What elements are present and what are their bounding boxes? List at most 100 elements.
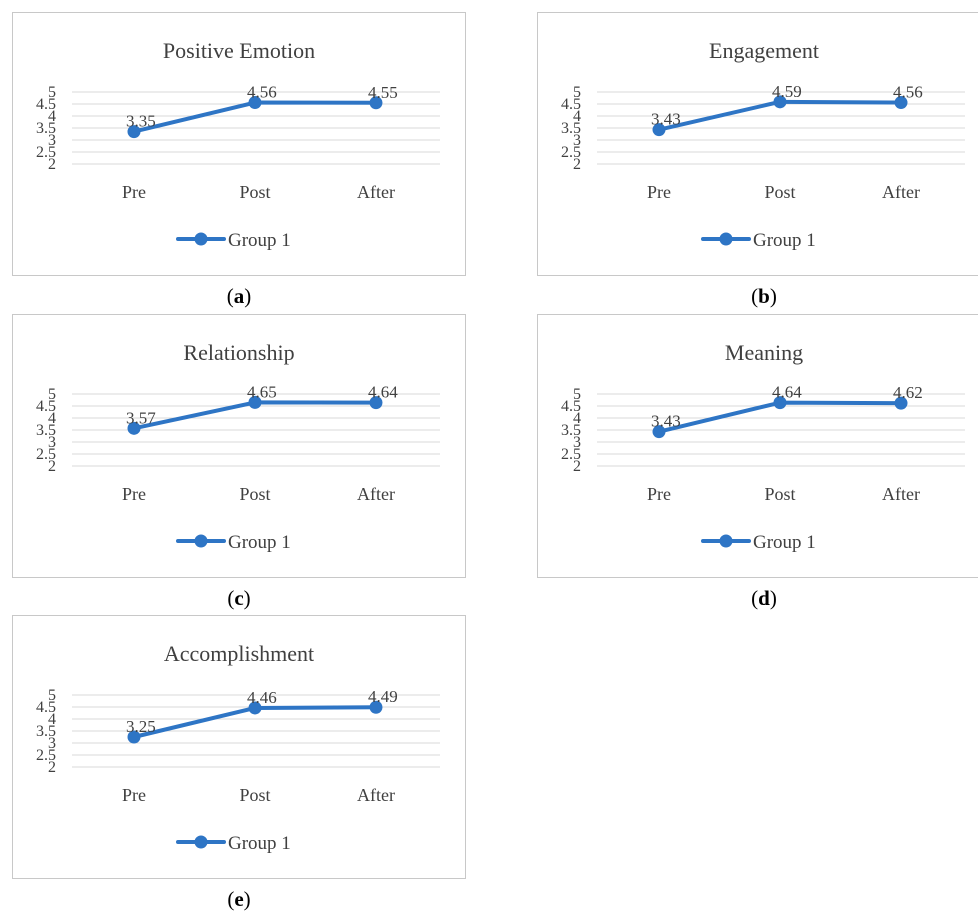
- y-tick-label: 5: [48, 687, 56, 704]
- y-tick-label: 3: [48, 132, 56, 149]
- data-label: 4.62: [893, 383, 923, 402]
- y-tick-label: 2.5: [36, 446, 56, 463]
- legend-swatch-marker: [194, 534, 208, 548]
- caption-letter-e: e: [234, 887, 244, 911]
- chart-svg: Meaning 22.533.544.55 Pre Post After 3.43 4.64…: [537, 314, 978, 578]
- y-tick-label: 3.5: [36, 120, 56, 137]
- data-point: [248, 701, 262, 715]
- y-tick-label: 3: [48, 434, 56, 451]
- x-tick-label: After: [357, 484, 395, 504]
- y-tick-label: 2.5: [561, 144, 581, 161]
- legend-label: Group 1: [753, 532, 816, 553]
- chart-title: Engagement: [709, 38, 819, 63]
- y-tick-label: 5: [48, 84, 56, 101]
- data-point: [127, 730, 141, 744]
- data-label: 3.43: [651, 110, 681, 129]
- data-point: [652, 123, 666, 137]
- y-tick-label: 4: [48, 711, 56, 728]
- caption-letter-b: b: [758, 284, 770, 308]
- data-label: 4.59: [772, 82, 802, 101]
- legend-swatch-marker: [194, 835, 208, 849]
- y-tick-label: 2: [48, 156, 56, 173]
- y-tick-label: 3: [48, 735, 56, 752]
- data-point: [369, 700, 383, 714]
- data-point: [652, 425, 666, 439]
- y-tick-label: 4: [573, 410, 581, 427]
- x-tick-label: Post: [239, 785, 270, 805]
- data-point: [894, 96, 908, 110]
- data-label: 3.35: [126, 112, 156, 131]
- x-tick-label: After: [882, 182, 920, 202]
- y-tick-label: 5: [573, 386, 581, 403]
- y-tick-label: 5: [48, 386, 56, 403]
- x-tick-label: Post: [764, 484, 795, 504]
- data-label: 3.57: [126, 408, 156, 427]
- caption-c: (c): [227, 586, 251, 610]
- data-point: [248, 96, 262, 110]
- caption-e: (e): [227, 887, 251, 911]
- chart-frame: [537, 314, 978, 578]
- data-label: 4.46: [247, 688, 277, 707]
- data-label: 4.49: [368, 687, 398, 706]
- y-tick-label: 3: [573, 132, 581, 149]
- caption-b: (b): [751, 284, 777, 308]
- y-tick-label: 2.5: [36, 144, 56, 161]
- chart-panel-a: Positive Emotion 2 2.5 3 3.5 4 4.5 5 Pre Post Afte…: [12, 12, 466, 276]
- legend-swatch-marker: [719, 232, 733, 246]
- chart-frame: [537, 12, 978, 276]
- x-tick-label: Pre: [122, 484, 146, 504]
- y-tick-label: 4: [573, 108, 581, 125]
- data-label: 3.25: [126, 717, 156, 736]
- y-tick-label: 3.5: [36, 723, 56, 740]
- y-tick-label: 2: [48, 759, 56, 776]
- x-tick-label: Pre: [122, 182, 146, 202]
- legend-swatch-marker: [719, 534, 733, 548]
- y-tick-label: 2.5: [36, 747, 56, 764]
- y-tick-label: 2: [573, 156, 581, 173]
- chart-panel-b: Engagement 2 2.5 3 3.5 4 4.5 5 Pre Post After 3.43 4…: [537, 12, 978, 276]
- chart-svg: Relationship 22.533.544.55 Pre Post After 3.5…: [12, 314, 466, 578]
- y-tick-label: 4.5: [36, 398, 56, 415]
- caption-letter-d: d: [758, 586, 770, 610]
- y-tick-label: 2: [48, 458, 56, 475]
- y-tick-label: 4: [48, 410, 56, 427]
- data-point: [894, 396, 908, 410]
- data-label: 4.56: [893, 83, 923, 102]
- chart-svg: Engagement 22.533.544.55 Pre Post After 3.43 4…: [537, 12, 978, 276]
- legend-swatch-marker: [194, 232, 208, 246]
- y-tick-label: 4: [48, 108, 56, 125]
- legend-label: Group 1: [228, 230, 291, 251]
- data-point: [127, 125, 141, 139]
- data-point: [773, 95, 787, 109]
- chart-title: Positive Emotion: [163, 38, 315, 63]
- caption-a: (a): [226, 284, 252, 308]
- data-point: [369, 396, 383, 410]
- data-point: [369, 96, 383, 110]
- y-tick-label: 4.5: [36, 96, 56, 113]
- data-label: 4.65: [247, 382, 277, 401]
- y-tick-label: 3.5: [36, 422, 56, 439]
- chart-title: Meaning: [725, 340, 803, 365]
- x-tick-label: After: [882, 484, 920, 504]
- chart-frame: [12, 12, 466, 276]
- legend-label: Group 1: [228, 833, 291, 854]
- y-tick-label: 4.5: [561, 96, 581, 113]
- data-label: 4.64: [772, 383, 802, 402]
- chart-panel-c: Relationship 2 2.5 3 3.5 4 4.5 5 Pre Post After 3.5…: [12, 314, 466, 578]
- data-point: [127, 421, 141, 435]
- data-label: 4.56: [247, 83, 277, 102]
- data-label: 4.55: [368, 83, 398, 102]
- x-tick-label: After: [357, 785, 395, 805]
- chart-svg: Accomplishment 22.533.544.55 Pre Post After 3…: [12, 615, 466, 879]
- data-point: [248, 395, 262, 409]
- x-tick-label: Pre: [647, 484, 671, 504]
- legend-label: Group 1: [753, 230, 816, 251]
- chart-title: Accomplishment: [164, 641, 314, 666]
- y-tick-label: 3.5: [561, 422, 581, 439]
- data-label: 4.64: [368, 383, 398, 402]
- y-tick-label: 4.5: [36, 699, 56, 716]
- y-tick-label: 2: [573, 458, 581, 475]
- chart-panel-d: Meaning 2 2.5 3 3.5 4 4.5 5 Pre Post After 3.43 4.64…: [537, 314, 978, 578]
- caption-letter-a: a: [233, 284, 245, 308]
